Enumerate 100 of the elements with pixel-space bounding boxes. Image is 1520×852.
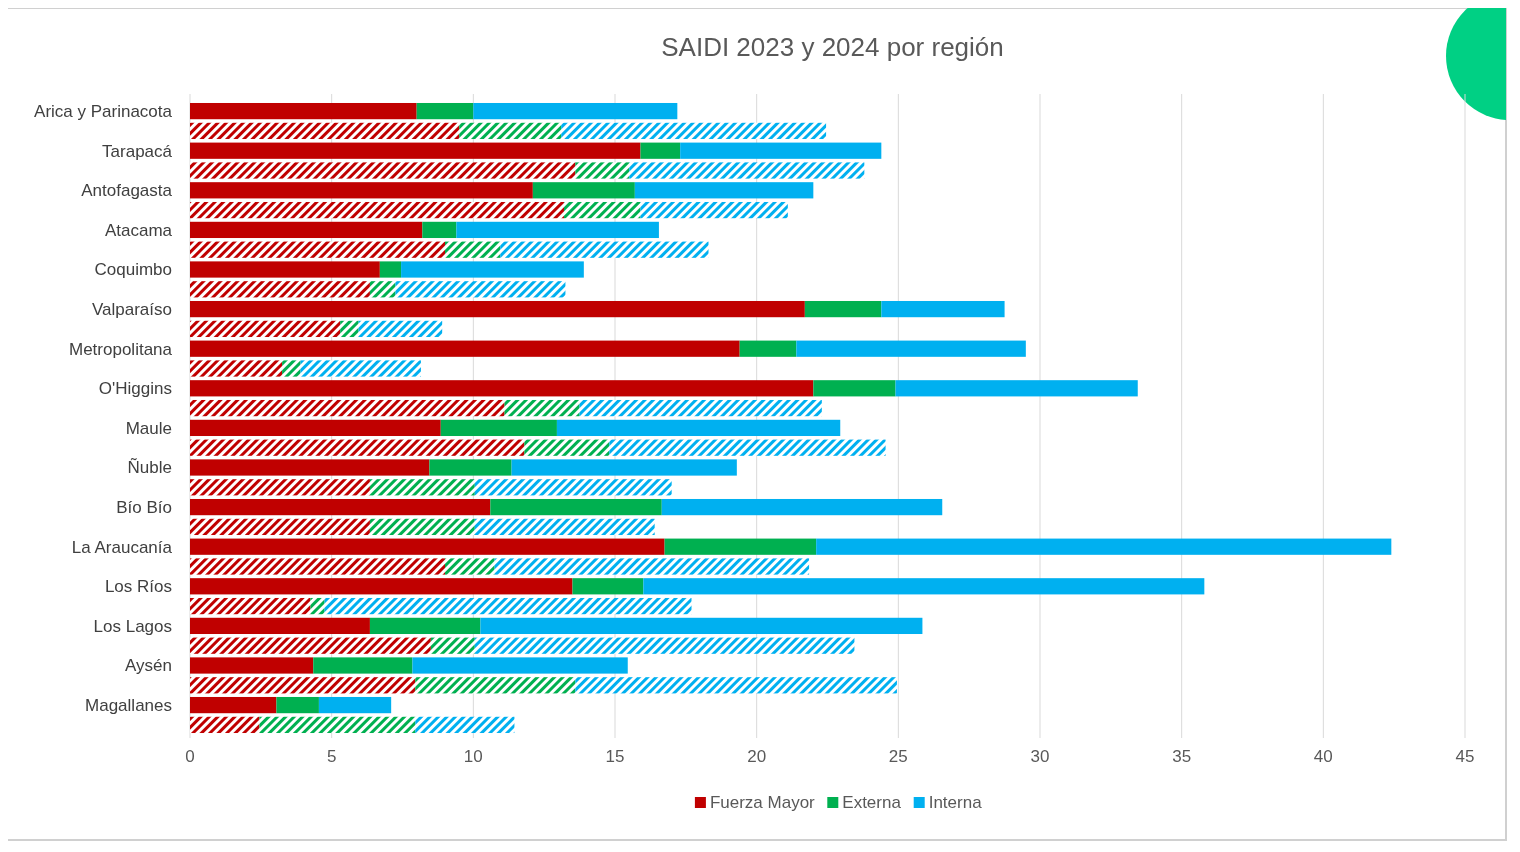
bar	[259, 716, 416, 734]
y-tick-label: Valparaíso	[91, 300, 172, 320]
bar	[440, 419, 557, 437]
bar	[190, 241, 445, 258]
bar	[190, 142, 641, 159]
bar	[190, 578, 573, 595]
y-tick-label: Antofagasta	[81, 181, 173, 201]
bar	[190, 716, 260, 734]
y-tick-label: Maule	[125, 418, 172, 438]
bar	[422, 221, 457, 239]
bar	[895, 380, 1138, 397]
y-tick-label: Magallanes	[85, 696, 172, 716]
x-tick-label: 45	[1455, 747, 1475, 766]
bar	[561, 122, 827, 140]
bar	[459, 122, 562, 140]
bar	[474, 518, 655, 536]
y-tick-label: Metropolitana	[68, 339, 173, 359]
bar	[340, 320, 359, 338]
x-tick-label: 10	[463, 747, 483, 766]
y-tick-label: Bío Bío	[116, 498, 172, 518]
bar	[412, 657, 628, 674]
bar	[661, 498, 943, 516]
bar	[445, 558, 495, 575]
bar	[190, 696, 277, 714]
y-tick-label: O'Higgins	[98, 379, 172, 399]
bar	[504, 399, 580, 417]
bar	[190, 558, 445, 575]
bar	[190, 380, 814, 397]
bar	[532, 182, 635, 199]
bar	[609, 439, 886, 456]
bar	[190, 479, 370, 496]
bar	[379, 261, 402, 278]
bar	[190, 399, 505, 417]
bar	[494, 558, 810, 575]
bar	[190, 320, 341, 338]
bar	[190, 498, 491, 516]
bar	[358, 320, 443, 338]
bar	[190, 360, 283, 377]
x-tick-label: 35	[1172, 747, 1192, 766]
bar	[415, 716, 515, 734]
bar	[190, 201, 564, 219]
bar	[796, 340, 1026, 357]
bar	[190, 281, 370, 298]
bar	[572, 578, 644, 595]
bar	[190, 597, 311, 615]
bar	[190, 518, 370, 536]
bar	[524, 439, 610, 456]
bar	[575, 162, 630, 179]
bar	[318, 696, 392, 714]
x-tick-label: 0	[185, 747, 195, 766]
bar	[564, 201, 641, 219]
bar	[813, 380, 896, 397]
bar	[190, 538, 665, 555]
bar	[473, 102, 678, 120]
bar	[190, 637, 431, 654]
bar	[474, 479, 672, 496]
bar	[313, 657, 413, 674]
legend-label: Interna	[928, 793, 983, 812]
bar	[500, 241, 709, 258]
y-tick-label: Atacama	[104, 220, 173, 240]
legend-label: Externa	[842, 793, 902, 812]
bar	[456, 221, 659, 239]
y-tick-label: Aysén	[125, 656, 172, 676]
bar	[643, 578, 1205, 595]
bar	[190, 162, 576, 179]
y-tick-label: Coquimbo	[94, 260, 172, 280]
bar	[511, 459, 737, 476]
bar	[369, 281, 396, 298]
bar	[190, 102, 417, 120]
y-tick-label: Arica y Parinacota	[34, 102, 173, 122]
chart-title: SAIDI 2023 y 2024 por región	[661, 32, 1004, 62]
bar	[190, 439, 525, 456]
bar	[579, 399, 822, 417]
bar	[881, 300, 1005, 318]
bar	[190, 657, 314, 674]
bar	[556, 419, 841, 437]
y-tick-label: Los Ríos	[104, 577, 172, 597]
bar	[474, 637, 855, 654]
x-tick-label: 40	[1313, 747, 1333, 766]
bar	[416, 102, 474, 120]
bar	[190, 221, 423, 239]
y-tick-label: Los Lagos	[93, 616, 172, 636]
x-tick-label: 15	[605, 747, 625, 766]
bar	[664, 538, 817, 555]
bar	[395, 281, 566, 298]
bar	[190, 182, 533, 199]
bar	[634, 182, 814, 199]
bar	[190, 261, 380, 278]
bar	[430, 637, 475, 654]
bar	[190, 617, 370, 635]
bar	[804, 300, 882, 318]
bar	[324, 597, 692, 615]
bar	[490, 498, 662, 516]
x-tick-label: 30	[1030, 747, 1050, 766]
x-tick-label: 20	[747, 747, 767, 766]
bar	[369, 617, 481, 635]
bar	[401, 261, 584, 278]
bar	[369, 518, 475, 536]
bar	[480, 617, 923, 635]
bar	[276, 696, 319, 714]
